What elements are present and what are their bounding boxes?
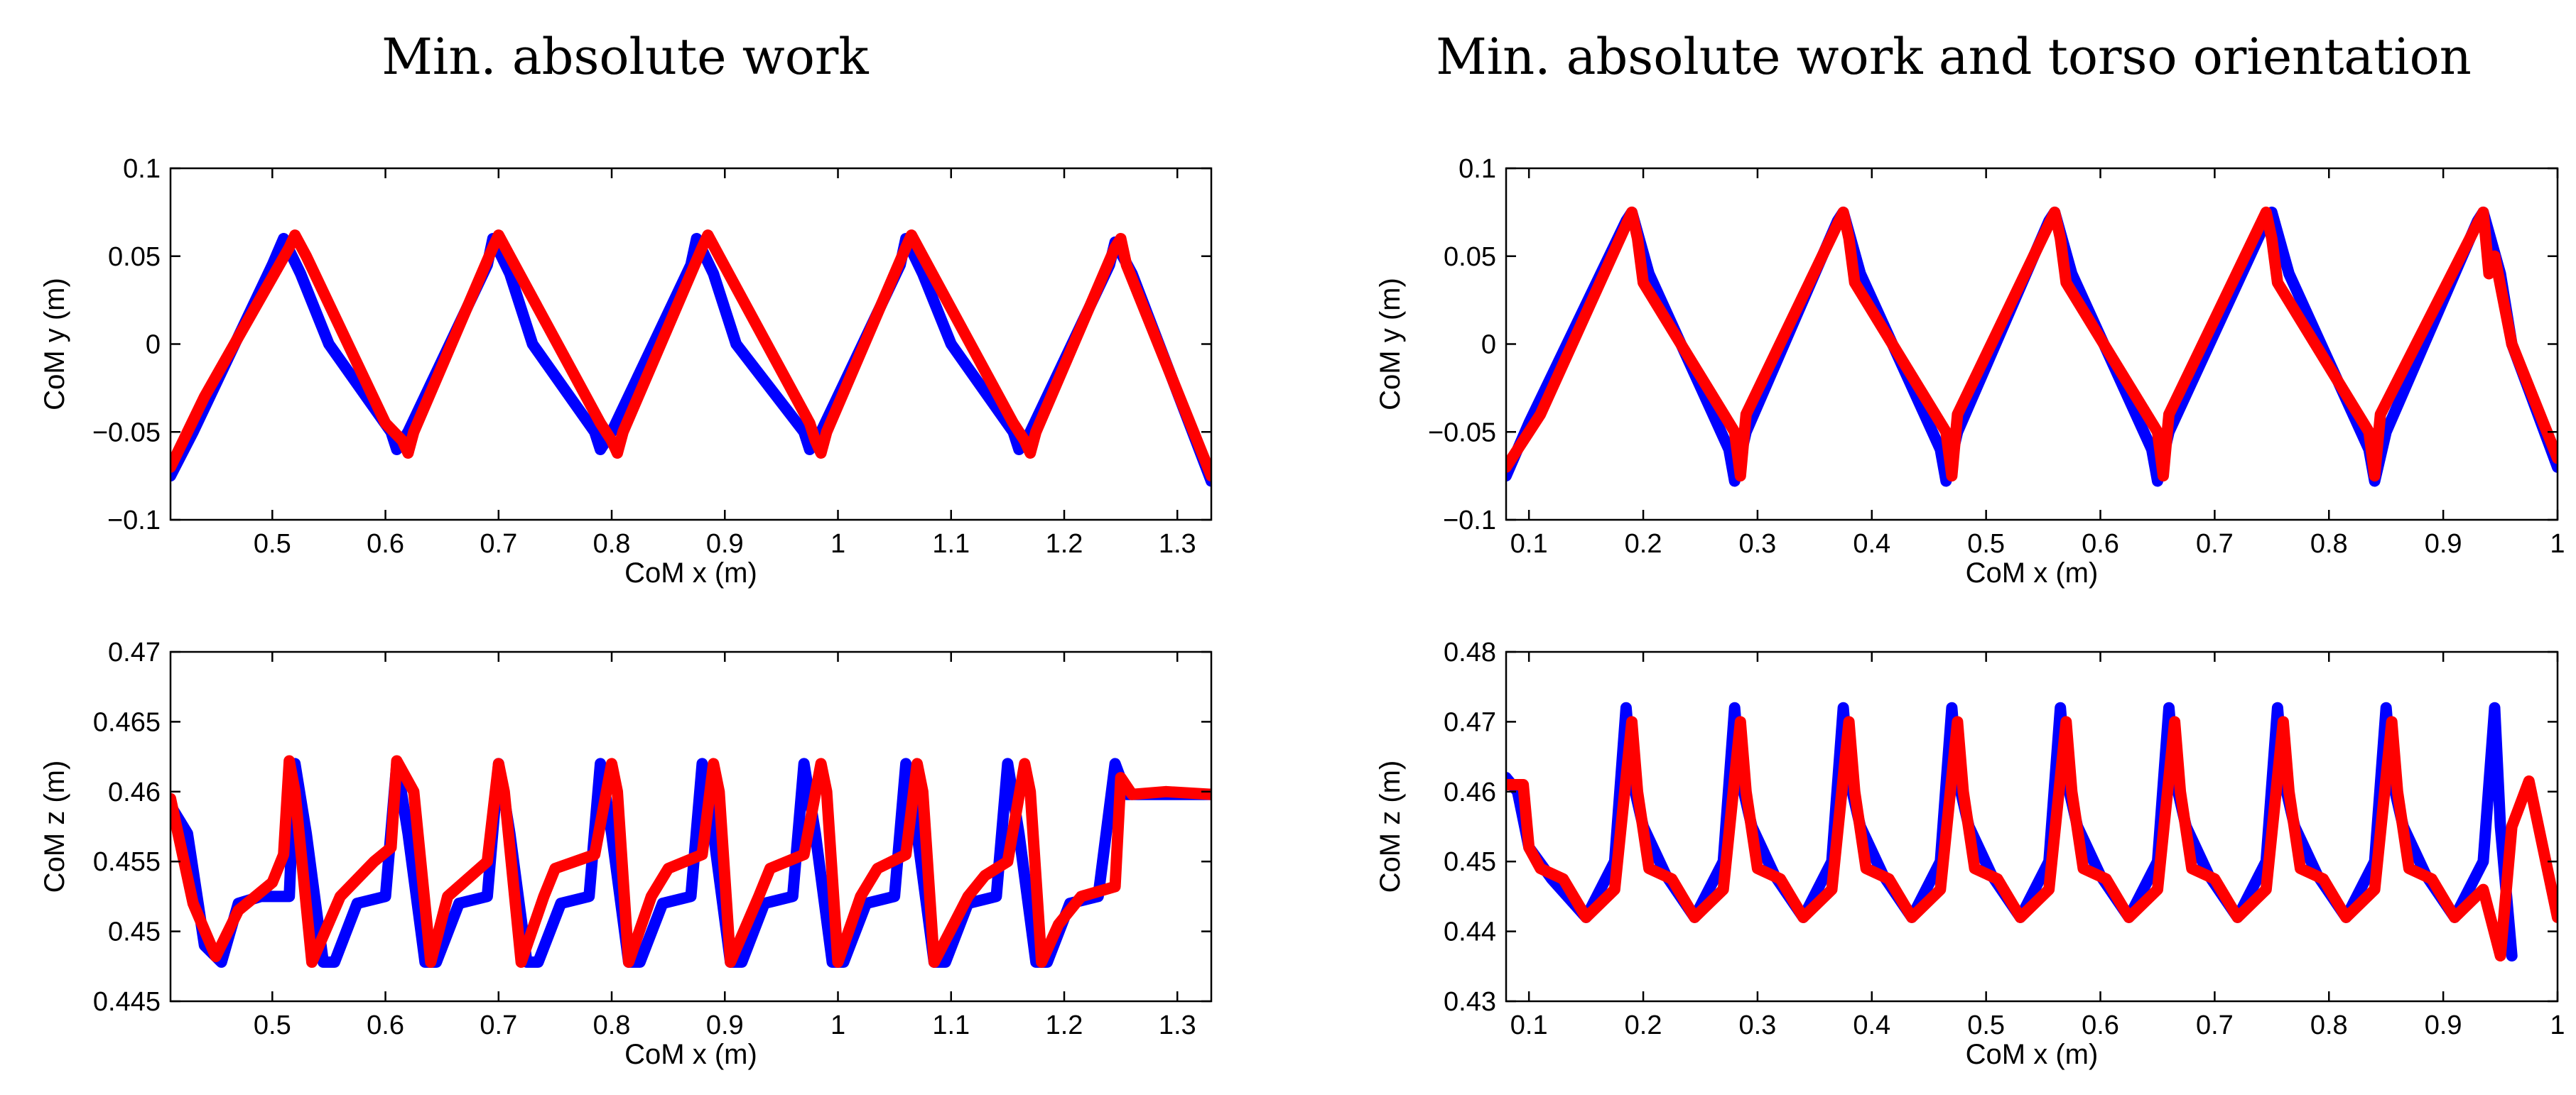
x-tick-label: 0.7 (480, 529, 517, 559)
x-tick-label: 0.8 (593, 529, 631, 559)
right-column-title: Min. absolute work and torso orientation (1436, 28, 2472, 86)
x-tick-label: 1.1 (932, 1010, 970, 1040)
y-tick-label: 0.465 (93, 707, 161, 737)
x-tick-label: 0.2 (1625, 1010, 1662, 1040)
y-tick-label: 0.43 (1444, 987, 1496, 1017)
series-line-blue (171, 233, 1211, 487)
x-axis-label: CoM x (m) (624, 557, 757, 589)
x-tick-label: 1.3 (1159, 529, 1196, 559)
left-column-title: Min. absolute work (381, 28, 869, 86)
y-axis-label: CoM z (m) (1375, 761, 1406, 893)
x-tick-label: 0.8 (593, 1010, 631, 1040)
x-tick-label: 0.8 (2310, 529, 2348, 559)
y-tick-label: 0.1 (1459, 154, 1496, 184)
x-tick-label: 0.9 (2425, 529, 2462, 559)
x-tick-label: 0.6 (2082, 1010, 2119, 1040)
y-tick-label: −0.05 (1428, 418, 1496, 447)
x-tick-label: 1 (830, 1010, 845, 1040)
x-tick-label: 1 (830, 529, 845, 559)
x-tick-label: 0.7 (2196, 529, 2234, 559)
series-line-red (171, 755, 1211, 968)
x-tick-label: 0.2 (1625, 529, 1662, 559)
x-tick-label: 0.5 (1967, 529, 2005, 559)
x-tick-label: 0.7 (2196, 1010, 2234, 1040)
y-tick-label: 0.46 (108, 778, 161, 807)
x-tick-label: 1 (2550, 1010, 2565, 1040)
x-tick-label: 0.5 (254, 529, 291, 559)
y-tick-label: 0.445 (93, 987, 161, 1017)
x-tick-label: 0.3 (1738, 529, 1776, 559)
x-tick-label: 1.3 (1159, 1010, 1196, 1040)
x-tick-label: 0.4 (1853, 529, 1890, 559)
x-tick-label: 0.6 (367, 1010, 404, 1040)
x-tick-label: 0.6 (367, 529, 404, 559)
x-tick-label: 0.5 (1967, 1010, 2005, 1040)
y-axis-label: CoM y (m) (39, 278, 70, 410)
y-tick-label: 0.44 (1444, 917, 1496, 947)
x-tick-label: 0.6 (2082, 529, 2119, 559)
x-tick-label: 1.1 (932, 529, 970, 559)
y-tick-label: −0.1 (1443, 506, 1496, 535)
y-tick-label: 0.05 (1444, 242, 1496, 272)
x-tick-label: 0.9 (2425, 1010, 2462, 1040)
x-axis-label: CoM x (m) (624, 1039, 757, 1070)
y-tick-label: 0 (1481, 330, 1496, 360)
y-tick-label: 0 (146, 330, 161, 360)
y-tick-label: 0.05 (108, 242, 161, 272)
y-tick-label: 0.47 (108, 638, 161, 668)
y-axis-label: CoM z (m) (39, 761, 70, 893)
series-group (1506, 702, 2558, 961)
y-tick-label: 0.46 (1444, 778, 1496, 807)
y-axis-label: CoM y (m) (1375, 278, 1406, 410)
x-tick-label: 0.7 (480, 1010, 517, 1040)
x-tick-label: 0.3 (1738, 1010, 1776, 1040)
series-line-red (171, 229, 1211, 482)
x-tick-label: 1 (2550, 529, 2565, 559)
y-tick-label: 0.47 (1444, 707, 1496, 737)
series-line-red (1506, 206, 2558, 482)
axes-frame (169, 650, 1213, 1003)
y-tick-label: 0.1 (123, 154, 161, 184)
series-group (171, 229, 1211, 487)
x-tick-label: 1.2 (1046, 529, 1083, 559)
x-tick-label: 0.8 (2310, 1010, 2348, 1040)
series-line-red (1506, 716, 2558, 961)
series-group (1506, 206, 2558, 487)
x-tick-label: 1.2 (1046, 1010, 1083, 1040)
y-tick-label: −0.1 (107, 506, 161, 535)
x-tick-label: 0.4 (1853, 1010, 1890, 1040)
y-tick-label: 0.45 (108, 917, 161, 947)
series-line-blue (171, 758, 1211, 968)
x-tick-label: 0.5 (254, 1010, 291, 1040)
x-axis-label: CoM x (m) (1966, 1039, 2099, 1070)
x-tick-label: 0.9 (706, 1010, 744, 1040)
axes-frame (1505, 650, 2559, 1003)
y-tick-label: 0.48 (1444, 638, 1496, 668)
y-tick-label: 0.455 (93, 847, 161, 877)
y-tick-label: −0.05 (92, 418, 161, 447)
x-tick-label: 0.1 (1510, 529, 1548, 559)
series-group (171, 755, 1211, 968)
x-tick-label: 0.1 (1510, 1010, 1548, 1040)
y-tick-label: 0.45 (1444, 847, 1496, 877)
x-axis-label: CoM x (m) (1966, 557, 2099, 589)
x-tick-label: 0.9 (706, 529, 744, 559)
